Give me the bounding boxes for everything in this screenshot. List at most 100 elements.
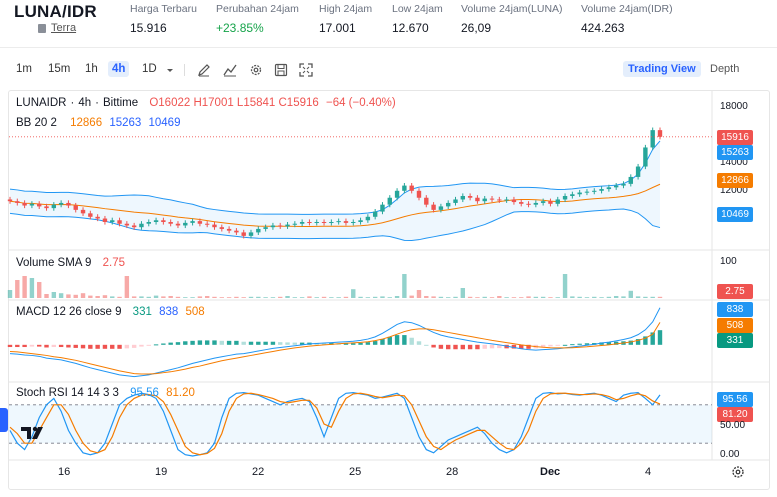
candle-body bbox=[533, 202, 539, 205]
macd-histogram-bar bbox=[299, 342, 305, 345]
macd-histogram-bar bbox=[29, 344, 35, 347]
pencil-icon[interactable] bbox=[197, 63, 211, 77]
macd-histogram-bar bbox=[635, 339, 641, 345]
candle-body bbox=[66, 202, 71, 206]
fullscreen-icon[interactable] bbox=[299, 63, 313, 77]
stat-label: Volume 24jam(IDR) bbox=[581, 3, 673, 15]
view-tradingview-button[interactable]: Trading View bbox=[623, 61, 701, 77]
stoch-k-value: 95.56 bbox=[130, 387, 159, 399]
stat-volume-luna: Volume 24jam(LUNA) 26,09 bbox=[461, 3, 563, 35]
volume-bar bbox=[431, 296, 436, 298]
volume-bar bbox=[314, 297, 319, 298]
candle-body bbox=[336, 221, 341, 223]
candle-body bbox=[416, 190, 422, 198]
macd-histogram-bar bbox=[219, 340, 224, 345]
indicators-icon[interactable] bbox=[223, 63, 237, 77]
volume-bar bbox=[168, 296, 173, 298]
macd-histogram-bar bbox=[88, 344, 93, 349]
macd-histogram-bar bbox=[7, 344, 13, 348]
volume-bar bbox=[278, 296, 283, 298]
stat-value: 17.001 bbox=[319, 21, 356, 35]
volume-bar bbox=[570, 296, 575, 298]
volume-bar bbox=[460, 288, 466, 298]
volume-bar bbox=[504, 297, 509, 298]
candle-body bbox=[161, 220, 166, 222]
volume-bar bbox=[336, 297, 341, 298]
timeframe-1d[interactable]: 1D bbox=[142, 63, 157, 75]
candle-body bbox=[183, 222, 188, 226]
candle-body bbox=[482, 198, 487, 202]
macd-histogram-bar bbox=[212, 340, 217, 345]
timeframe-1m[interactable]: 1m bbox=[16, 63, 32, 75]
bb-upper-line bbox=[9, 140, 661, 215]
chevron-down-icon[interactable] bbox=[163, 63, 177, 77]
stat-low-24h: Low 24jam 12.670 bbox=[392, 3, 443, 35]
price-axis-label: 18000 bbox=[720, 101, 748, 112]
volume-bar bbox=[650, 296, 655, 298]
volume-bar bbox=[365, 297, 371, 298]
candle-body bbox=[256, 228, 261, 233]
candle-body bbox=[489, 198, 495, 200]
volume-bar bbox=[358, 296, 363, 298]
volume-bar bbox=[635, 296, 641, 298]
macd-histogram-bar bbox=[416, 341, 422, 345]
coin-link[interactable]: Terra bbox=[38, 22, 76, 34]
macd-histogram-bar bbox=[263, 341, 268, 345]
candle-body bbox=[467, 196, 473, 198]
macd-histogram-bar bbox=[22, 344, 27, 348]
timeframe-15m[interactable]: 15m bbox=[48, 63, 71, 75]
macd-histogram-bar bbox=[387, 336, 392, 345]
macd-histogram-bar bbox=[153, 344, 159, 346]
stat-value: 12.670 bbox=[392, 21, 429, 35]
stoch-d-line bbox=[9, 392, 661, 456]
stoch-k-line bbox=[9, 392, 661, 457]
candle-body bbox=[212, 224, 217, 228]
candle-body bbox=[241, 232, 246, 236]
timeframe-1h[interactable]: 1h bbox=[85, 63, 98, 75]
price-axis-label: 12000 bbox=[720, 185, 748, 196]
volume-bar bbox=[204, 296, 210, 298]
side-panel-toggle[interactable] bbox=[0, 408, 8, 432]
market-header: LUNA/IDR Terra Harga Terbaru 15.916 Peru… bbox=[0, 0, 777, 48]
volume-bar bbox=[613, 296, 619, 298]
macd-histogram-bar bbox=[285, 342, 290, 345]
volume-bar bbox=[139, 296, 144, 298]
volume-bar bbox=[110, 296, 115, 298]
macd-histogram-bar bbox=[577, 343, 582, 345]
candle-body bbox=[95, 216, 100, 219]
save-icon[interactable] bbox=[274, 63, 288, 77]
stoch-legend: Stoch RSI 14 14 3 3 95.56 81.20 bbox=[16, 387, 199, 399]
volume-bar bbox=[329, 297, 334, 298]
volume-bar bbox=[307, 296, 312, 298]
candle-body bbox=[80, 209, 86, 214]
view-depth-button[interactable]: Depth bbox=[710, 63, 740, 75]
timeframe-4h[interactable]: 4h bbox=[108, 61, 130, 77]
candle-body bbox=[44, 206, 49, 209]
macd-histogram-bar bbox=[526, 344, 531, 349]
candle-body bbox=[278, 225, 283, 227]
volume-bar bbox=[161, 296, 166, 298]
coin-name: Terra bbox=[51, 22, 77, 34]
candle-body bbox=[219, 227, 224, 229]
macd-histogram-bar bbox=[394, 335, 400, 345]
macd-histogram-bar bbox=[409, 337, 414, 345]
gear-icon[interactable] bbox=[249, 63, 263, 77]
stoch-d-tag: 81.20 bbox=[717, 407, 753, 422]
macd-histogram-bar bbox=[511, 344, 517, 349]
volume-bar bbox=[102, 295, 108, 298]
macd-histogram-bar bbox=[197, 340, 203, 345]
macd-signal-value: 508 bbox=[185, 306, 205, 318]
candle-body bbox=[387, 197, 392, 205]
pair-title: LUNA/IDR bbox=[14, 2, 97, 21]
volume-bar bbox=[394, 296, 400, 298]
volume-bar bbox=[351, 289, 356, 298]
candle-body bbox=[460, 196, 466, 200]
macd-histogram-bar bbox=[628, 340, 633, 345]
volume-bar bbox=[526, 296, 531, 298]
volume-legend: Volume SMA 9 2.75 bbox=[16, 257, 129, 269]
gear-icon[interactable] bbox=[731, 465, 745, 479]
stat-label: Harga Terbaru bbox=[130, 3, 197, 15]
candle-body bbox=[424, 197, 429, 205]
legend-interval: 4h bbox=[78, 97, 92, 109]
